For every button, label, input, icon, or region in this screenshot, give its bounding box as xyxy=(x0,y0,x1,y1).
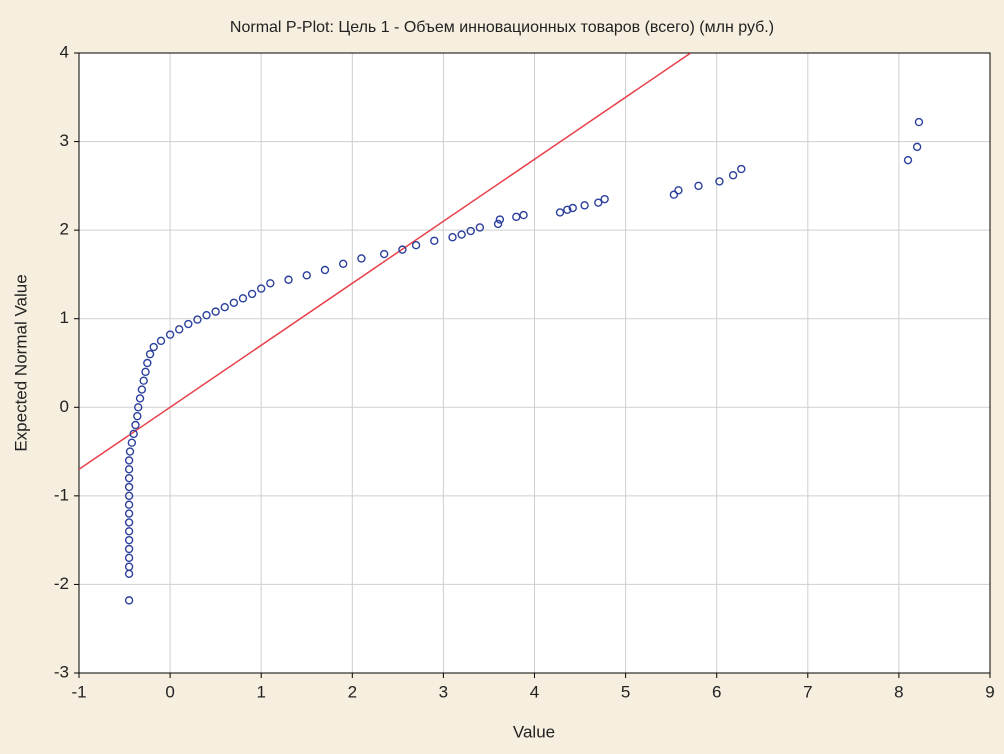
x-tick-label: 4 xyxy=(530,682,539,701)
y-tick-label: -1 xyxy=(54,485,69,504)
data-point xyxy=(124,596,134,605)
data-point xyxy=(379,249,389,259)
data-point xyxy=(124,491,134,501)
data-point xyxy=(495,215,505,224)
data-point xyxy=(728,171,738,180)
data-point xyxy=(184,319,193,329)
data-point xyxy=(568,203,577,213)
data-point xyxy=(124,535,134,545)
data-point xyxy=(914,117,924,127)
data-point xyxy=(457,230,466,239)
data-point xyxy=(175,325,184,334)
y-tick-label: -2 xyxy=(54,574,69,593)
data-point xyxy=(220,303,229,312)
data-point xyxy=(124,544,134,554)
data-point xyxy=(124,553,134,563)
data-point xyxy=(124,465,134,474)
data-point xyxy=(229,298,239,307)
data-point xyxy=(247,289,257,299)
x-tick-label: 1 xyxy=(256,682,265,701)
data-point xyxy=(357,254,366,263)
data-point xyxy=(466,226,475,236)
y-tick-label: 3 xyxy=(60,131,69,150)
data-point xyxy=(193,315,202,324)
data-point xyxy=(563,205,572,214)
data-point xyxy=(284,275,293,284)
y-tick-label: -3 xyxy=(54,662,69,681)
x-tick-label: 3 xyxy=(439,682,448,701)
data-point xyxy=(202,310,211,320)
data-point xyxy=(912,142,922,152)
data-point xyxy=(139,376,148,385)
data-point xyxy=(694,181,703,191)
plot-frame xyxy=(78,52,991,674)
data-point xyxy=(124,456,134,465)
data-point xyxy=(149,342,158,352)
data-point xyxy=(125,447,135,456)
data-point xyxy=(124,500,134,509)
data-point xyxy=(398,245,407,254)
x-axis-label: Value xyxy=(513,722,555,741)
data-point xyxy=(137,385,147,394)
data-point xyxy=(156,336,166,346)
data-point xyxy=(129,429,138,439)
data-point xyxy=(594,198,603,207)
data-point xyxy=(430,236,439,245)
y-tick-label: 4 xyxy=(60,42,69,61)
x-tick-label: -1 xyxy=(71,682,86,701)
data-point xyxy=(257,284,266,293)
x-tick-label: 0 xyxy=(165,682,174,701)
data-point xyxy=(715,177,724,186)
data-point xyxy=(737,164,746,174)
data-point xyxy=(141,367,150,377)
y-tick-label: 2 xyxy=(60,220,69,239)
data-point xyxy=(338,259,348,268)
x-tick-label: 5 xyxy=(621,682,630,701)
data-point xyxy=(133,411,142,421)
data-point xyxy=(266,279,275,288)
data-point xyxy=(124,482,134,492)
data-point xyxy=(165,330,175,339)
data-point xyxy=(475,223,485,232)
data-point xyxy=(124,527,134,536)
x-tick-label: 7 xyxy=(803,682,812,701)
data-point xyxy=(124,562,134,571)
data-point xyxy=(580,201,589,210)
data-point xyxy=(131,420,140,430)
y-tick-label: 1 xyxy=(60,308,69,327)
data-point xyxy=(600,194,609,204)
data-point xyxy=(127,438,137,447)
data-point xyxy=(493,219,503,229)
data-point xyxy=(238,294,248,303)
y-tick-label: 0 xyxy=(60,397,69,416)
data-point xyxy=(674,186,683,195)
reference-line xyxy=(79,53,692,470)
data-point xyxy=(903,155,913,165)
data-point xyxy=(669,190,679,199)
data-point xyxy=(145,349,155,359)
data-point xyxy=(135,394,145,403)
data-point xyxy=(519,210,528,220)
x-tick-label: 6 xyxy=(712,682,721,701)
data-point xyxy=(124,518,134,527)
data-point xyxy=(143,358,152,368)
data-point xyxy=(555,208,565,217)
data-point xyxy=(411,240,421,250)
data-point xyxy=(211,307,220,316)
chart-title: Normal P-Plot: Цель 1 - Объем инновацион… xyxy=(230,19,774,36)
x-tick-label: 2 xyxy=(348,682,357,701)
data-point xyxy=(448,233,457,242)
data-point xyxy=(302,271,311,280)
x-tick-label: 9 xyxy=(985,682,994,701)
data-point xyxy=(124,473,134,483)
y-axis-label: Expected Normal Value xyxy=(11,274,30,451)
data-point xyxy=(320,265,330,275)
x-tick-label: 8 xyxy=(894,682,903,701)
data-point xyxy=(124,509,134,518)
data-point xyxy=(134,403,143,412)
